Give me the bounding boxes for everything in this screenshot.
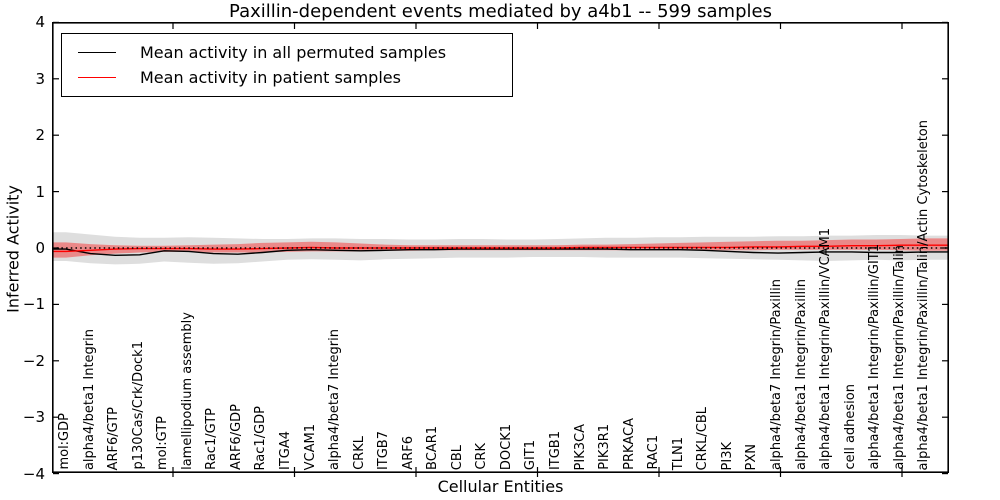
x-tick-label: VCAM1: [302, 423, 318, 470]
x-tick-label: Rac1/GTP: [204, 408, 220, 470]
chart-title: Paxillin-dependent events mediated by a4…: [229, 1, 772, 22]
x-axis-title: Cellular Entities: [437, 477, 564, 496]
legend-item-patient: Mean activity in patient samples: [70, 68, 504, 87]
patient-line-swatch: [78, 77, 116, 79]
x-tick-label: ITGA4: [277, 430, 293, 470]
x-tick-label: PRKACA: [621, 418, 637, 470]
x-tick-label: PXN: [744, 443, 760, 470]
x-tick-label: ARF6/GDP: [228, 404, 244, 470]
x-tick-label: TLN1: [670, 436, 686, 470]
axes-frame: [52, 22, 950, 473]
x-tick-label: CRK: [474, 443, 490, 470]
x-tick-label: p130Cas/Crk/Dock1: [130, 341, 146, 470]
x-tick-label: alpha4/beta7 Integrin: [327, 328, 343, 470]
Mean-activity-in-all-permuted-samples-line: [52, 248, 949, 257]
y-tick-label: −3: [22, 408, 45, 427]
Mean-activity-in-patient-samples-line: [52, 244, 949, 253]
y-tick-label: 0: [35, 239, 45, 257]
permuted-line-swatch: [78, 51, 116, 53]
x-tick-label: CBL: [449, 444, 465, 470]
legend-label: Mean activity in patient samples: [140, 68, 401, 88]
y-tick-label: 2: [35, 126, 45, 145]
x-tick-label: alpha4/beta1 Integrin: [81, 328, 97, 470]
x-tick-label: ITGB7: [376, 430, 392, 470]
x-tick-label: Rac1/GDP: [253, 405, 269, 470]
x-tick-label: BCAR1: [425, 426, 441, 470]
x-tick-label: PIK3R1: [597, 424, 613, 470]
y-tick-label: 4: [35, 13, 45, 32]
x-tick-label: PIK3CA: [572, 423, 588, 470]
legend-label: Mean activity in all permuted samples: [140, 42, 447, 62]
x-tick-label: cell adhesion: [842, 384, 858, 470]
x-tick-label: mol:GTP: [155, 416, 171, 470]
x-tick-label: alpha4/beta1 Integrin/Paxillin/Talin: [891, 245, 907, 470]
x-tick-label: lamellipodium assembly: [179, 312, 195, 470]
legend: Mean activity in all permuted samples Me…: [61, 33, 513, 97]
x-tick-label: ARF6/GTP: [106, 406, 122, 470]
y-tick-label: −2: [22, 351, 45, 370]
x-tick-label: PI3K: [719, 441, 735, 470]
y-tick-label: −4: [22, 464, 45, 483]
x-tick-label: CRKL/CBL: [695, 406, 711, 471]
legend-item-permuted: Mean activity in all permuted samples: [70, 43, 504, 62]
y-tick-label: 3: [35, 69, 45, 88]
x-tick-label: alpha4/beta1 Integrin/Paxillin: [793, 278, 809, 470]
x-tick-label: alpha4/beta7 Integrin/Paxillin: [768, 278, 784, 470]
x-tick-label: alpha4/beta1 Integrin/Paxillin/VCAM1: [818, 228, 834, 470]
x-tick-label: DOCK1: [498, 423, 514, 470]
plot-area: [52, 21, 950, 477]
x-tick-label: RAC1: [646, 435, 662, 470]
y-tick-label: −1: [22, 295, 45, 314]
x-tick-label: ARF6: [400, 436, 416, 470]
x-tick-label: GIT1: [523, 439, 539, 470]
y-tick-label: 1: [35, 182, 45, 201]
x-tick-label: alpha4/beta1 Integrin/Paxillin/Talin/Act…: [916, 119, 932, 470]
x-tick-label: ITGB1: [548, 430, 563, 470]
x-tick-label: CRKL: [351, 436, 367, 470]
x-tick-label: alpha4/beta1 Integrin/Paxillin/GIT1: [867, 244, 883, 470]
x-tick-label: mol:GDP: [57, 413, 72, 470]
